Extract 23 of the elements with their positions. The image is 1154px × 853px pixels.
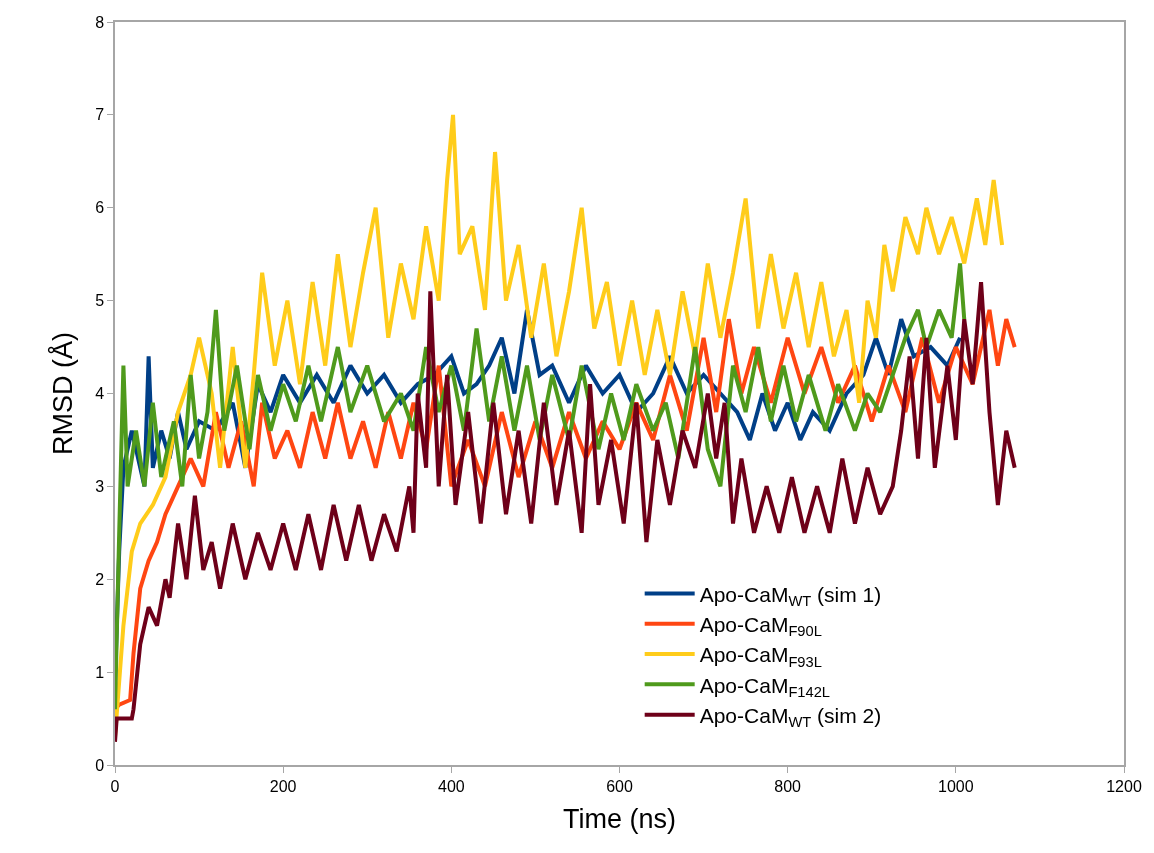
y-axis-title: RMSD (Å)	[46, 332, 78, 455]
x-tick-label: 600	[606, 777, 633, 795]
x-tick-label: 800	[774, 777, 802, 795]
y-tick-label: 3	[95, 477, 105, 495]
x-tick-label: 1000	[938, 777, 974, 795]
legend-label: Apo-CaM$_{WT}$ (sim 1)	[699, 582, 882, 610]
x-tick-label: 200	[269, 777, 297, 795]
legend-label: Apo-CaM$_{F90L}$	[699, 612, 822, 640]
x-tick-label: 0	[110, 777, 120, 795]
y-tick-label: 4	[95, 385, 105, 403]
y-tick-label: 2	[95, 570, 105, 588]
y-tick-label: 6	[95, 199, 105, 217]
x-axis-title: Time (ns)	[563, 803, 676, 834]
legend-label: Apo-CaM$_{WT}$ (sim 2)	[699, 703, 882, 731]
y-tick-label: 7	[95, 106, 105, 124]
legend-label: Apo-CaM$_{F93L}$	[699, 643, 822, 670]
y-tick-label: 1	[95, 663, 105, 681]
x-tick-label: 1200	[1106, 777, 1142, 795]
y-tick-label: 8	[95, 13, 105, 31]
x-tick-label: 400	[437, 777, 465, 795]
y-tick-label: 0	[95, 756, 105, 774]
y-tick-label: 5	[95, 292, 105, 310]
legend-label: Apo-CaM$_{F142L}$	[699, 673, 831, 700]
